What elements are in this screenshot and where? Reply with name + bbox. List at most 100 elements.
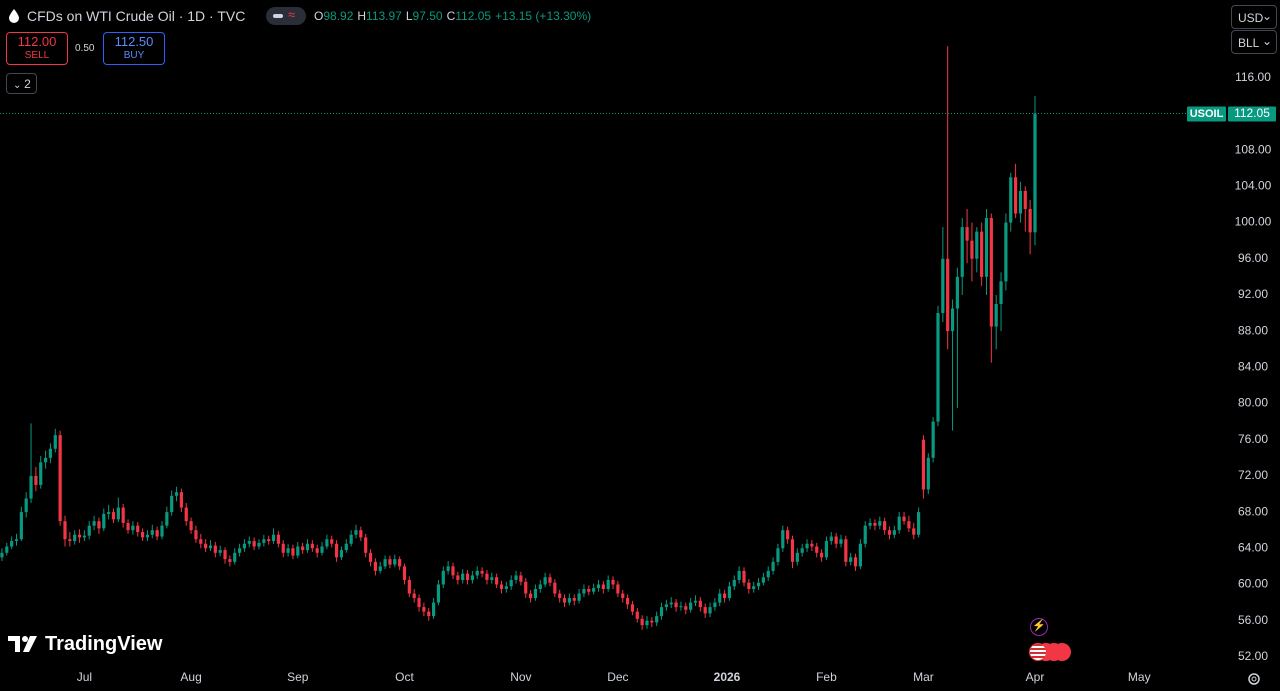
candle-body (756, 582, 761, 587)
candle-body (621, 593, 625, 599)
candle-body (936, 313, 940, 422)
candle-body (839, 539, 843, 544)
buy-label: BUY (123, 50, 145, 61)
ohlc-value: 97.50 (412, 9, 443, 23)
ohlc-value: 112.05 (455, 9, 492, 23)
candle-body (393, 559, 397, 565)
candle-body (63, 521, 67, 540)
candle-body (674, 602, 678, 608)
candle-body (48, 448, 53, 458)
candle-body (252, 541, 256, 547)
candle-body (844, 539, 848, 562)
candle-body (262, 539, 266, 543)
candle-body (776, 548, 780, 562)
x-tick-label: Feb (816, 670, 837, 684)
candle-body (786, 530, 790, 540)
x-tick-label: Jul (77, 670, 92, 684)
candle-body (1033, 113, 1037, 233)
y-tick-label: 72.00 (1238, 468, 1268, 482)
candle-body (0, 552, 4, 558)
candle-body (975, 231, 979, 259)
candle-body (97, 521, 101, 529)
candle-body (980, 231, 984, 277)
candle-body (213, 545, 217, 553)
candle-body (5, 546, 9, 553)
candle-body (946, 258, 950, 332)
candle-body (368, 552, 373, 562)
candle-body (752, 586, 756, 589)
candle-body (815, 546, 819, 553)
candle-body (572, 598, 576, 601)
indicators-toggle[interactable]: ⌄ 2 (6, 73, 37, 94)
candle-body (829, 536, 833, 542)
candle-body (136, 525, 140, 532)
candle-body (276, 534, 280, 544)
candle-body (553, 582, 557, 594)
logo-text: TradingView (45, 632, 163, 655)
candle-body (693, 600, 698, 603)
symbol-title[interactable]: CFDs on WTI Crude Oil · 1D · TVC (27, 8, 246, 24)
status-pill[interactable]: ≈ (266, 7, 306, 25)
candle-body (921, 439, 926, 490)
economic-events[interactable] (1029, 643, 1073, 661)
candle-body (713, 602, 717, 608)
candle-body (286, 548, 290, 553)
currency: USD (1238, 11, 1264, 25)
candle-body (737, 570, 741, 580)
buy-button[interactable]: 112.50 BUY (103, 32, 165, 65)
sell-button[interactable]: 112.00 SELL (6, 32, 68, 65)
currency-select[interactable]: USD ⌄ (1231, 5, 1277, 29)
y-tick-label: 84.00 (1238, 360, 1268, 374)
candle-body (364, 537, 368, 553)
candle-body (480, 570, 484, 574)
candle-body (931, 421, 935, 458)
candle-body (669, 602, 673, 605)
candle-body (485, 573, 489, 580)
candle-body (34, 475, 38, 485)
sell-label: SELL (24, 50, 50, 61)
candle-body (659, 607, 664, 617)
candle-body (490, 577, 494, 580)
candle-body (645, 620, 649, 626)
candle-body (630, 604, 635, 612)
candle-body (465, 573, 470, 580)
candle-body (53, 435, 57, 449)
candle-body (824, 541, 829, 558)
candle-body (664, 604, 668, 608)
candle-body (451, 566, 455, 576)
candle-body (204, 543, 208, 549)
candle-body (528, 593, 533, 599)
candle-body (427, 611, 431, 617)
candle-body (373, 561, 377, 571)
candle-body (819, 552, 824, 558)
candle-body (892, 530, 896, 535)
candle-body (562, 598, 567, 603)
unit-select[interactable]: BLL ⌄ (1231, 30, 1277, 54)
candle-body (548, 577, 552, 583)
candle-body (257, 542, 261, 547)
candle-body (834, 536, 838, 544)
y-tick-label: 68.00 (1238, 504, 1268, 518)
candle-body (596, 584, 601, 589)
candle-body (873, 522, 877, 526)
candle-body (771, 561, 775, 571)
event-icon[interactable]: ⚡ (1030, 618, 1048, 636)
candle-body (140, 532, 145, 538)
settings-icon[interactable] (1246, 671, 1262, 687)
candle-body (131, 525, 135, 531)
candle-body (359, 530, 363, 538)
candle-body (999, 281, 1003, 304)
ohlc-legend: O98.92 H113.97 L97.50 C112.05 +13.15 (+13.30… (314, 9, 595, 23)
y-tick-label: 76.00 (1238, 432, 1268, 446)
candle-body (441, 570, 445, 585)
candle-body (577, 593, 581, 601)
candle-body (989, 218, 993, 327)
candle-body (58, 435, 62, 522)
candle-body (24, 498, 28, 513)
candle-body (970, 240, 974, 259)
candle-body (897, 516, 901, 531)
candle-body (422, 607, 426, 612)
candle-body (388, 559, 392, 565)
candle-body (165, 512, 169, 526)
candle-body (10, 541, 14, 547)
